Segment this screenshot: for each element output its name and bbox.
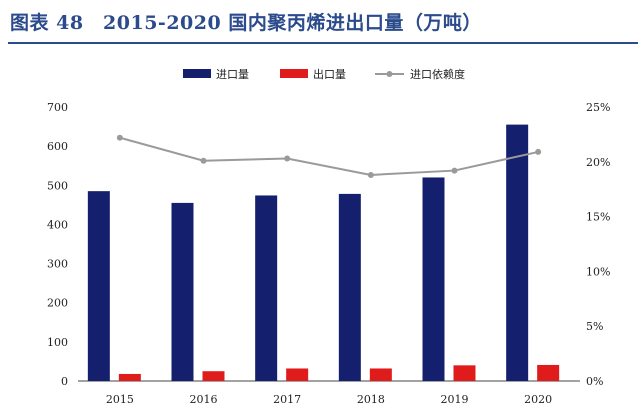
legend: 进口量 出口量 进口依赖度 xyxy=(183,67,465,81)
y-left-tick-label: 600 xyxy=(47,140,68,153)
dependency-point xyxy=(200,157,207,164)
dependency-point xyxy=(535,148,542,155)
dependency-line xyxy=(116,134,542,178)
export-bar xyxy=(202,371,225,381)
y-right-tick-label: 20% xyxy=(586,156,610,169)
export-bar xyxy=(118,373,141,381)
x-tick-label: 2016 xyxy=(190,393,218,406)
dependency-line-path xyxy=(119,136,539,176)
y-right-tick-label: 15% xyxy=(586,211,610,224)
import-bar xyxy=(506,124,529,381)
y-left-tick-label: 200 xyxy=(47,297,68,310)
x-tick-label: 2015 xyxy=(106,393,134,406)
x-tick-label: 2018 xyxy=(357,393,385,406)
title-bar: 图表 48 2015-2020 国内聚丙烯进出口量（万吨） xyxy=(0,0,643,44)
export-bar xyxy=(453,365,476,381)
x-tick-label: 2019 xyxy=(441,393,469,406)
dependency-point xyxy=(284,155,291,162)
y-left-tick-label: 400 xyxy=(47,218,68,231)
y-right-tick-label: 25% xyxy=(586,101,610,114)
dependency-point xyxy=(451,167,458,174)
legend-swatch-import xyxy=(183,69,211,78)
legend-label-export: 出口量 xyxy=(313,67,346,81)
legend-swatch-marker xyxy=(386,71,393,77)
export-bar xyxy=(537,364,560,381)
y-left-tick-label: 300 xyxy=(47,258,68,271)
x-tick-label: 2020 xyxy=(524,393,552,406)
import-bar xyxy=(171,202,194,381)
dependency-point xyxy=(367,171,374,178)
y-left-tick-label: 0 xyxy=(61,375,68,388)
legend-label-import: 进口量 xyxy=(216,68,249,81)
export-bar xyxy=(286,368,309,381)
y-right-tick-label: 5% xyxy=(586,320,603,333)
y-right-tick-label: 0% xyxy=(586,375,603,388)
export-bar xyxy=(369,368,392,381)
import-bar xyxy=(255,195,278,381)
chart-title: 图表 48 2015-2020 国内聚丙烯进出口量（万吨） xyxy=(10,12,482,34)
y-left-tick-label: 700 xyxy=(47,101,68,114)
y-left-tick-label: 100 xyxy=(47,336,68,349)
import-bar xyxy=(87,191,110,381)
axes: 0 100 200 300 400 500 600 700 0% 5% 10% 15% 20% 25% 20… xyxy=(47,101,610,406)
legend-swatch-export xyxy=(280,69,308,78)
bars xyxy=(87,124,560,381)
dependency-point xyxy=(116,134,123,141)
legend-label-dependency: 进口依赖度 xyxy=(410,67,465,81)
y-right-tick-label: 10% xyxy=(586,265,610,278)
title-divider xyxy=(8,42,638,44)
import-bar xyxy=(338,193,361,381)
import-bar xyxy=(422,177,445,381)
y-left-tick-label: 500 xyxy=(47,179,68,192)
x-tick-label: 2017 xyxy=(273,393,301,406)
